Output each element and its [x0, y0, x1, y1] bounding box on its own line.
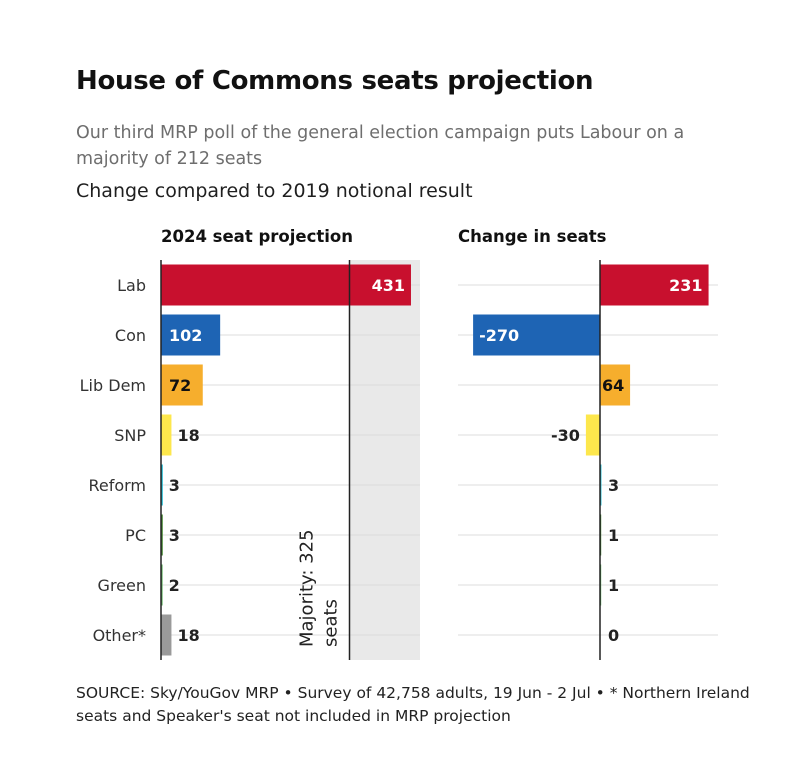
source-note: SOURCE: Sky/YouGov MRP • Survey of 42,75… — [76, 684, 750, 725]
chart-title: House of Commons seats projection — [76, 66, 594, 96]
panel-title-change-in-seats: Change in seats — [458, 227, 607, 246]
bar-change-lib-dem — [600, 364, 631, 406]
category-label-other: Other* — [93, 626, 146, 645]
category-label-lab: Lab — [117, 276, 146, 295]
bar-change-snp — [585, 414, 600, 456]
bar-seats-reform — [161, 464, 163, 506]
bar-seats-snp — [161, 414, 172, 456]
category-label-green: Green — [98, 576, 146, 595]
data-label-seats-reform: 3 — [169, 476, 180, 495]
data-label-seats-con: 102 — [169, 326, 202, 345]
bar-seats-lab — [161, 264, 411, 306]
data-label-change-reform: 3 — [608, 476, 619, 495]
chart-note: Change compared to 2019 notional result — [76, 180, 473, 202]
category-label-snp: SNP — [114, 426, 146, 445]
data-label-seats-lib-dem: 72 — [169, 376, 191, 395]
chart-subtitle: Our third MRP poll of the general electi… — [76, 123, 685, 169]
bar-seats-con — [161, 314, 221, 356]
majority-label-seats: seats — [321, 599, 342, 647]
data-label-change-other: 0 — [608, 626, 619, 645]
data-label-change-con: -270 — [479, 326, 519, 345]
data-label-change-pc: 1 — [608, 526, 619, 545]
data-label-seats-snp: 18 — [177, 426, 199, 445]
category-label-con: Con — [115, 326, 146, 345]
bar-change-lab — [600, 264, 709, 306]
seat-projection-chart: 2024 seat projection Change in seats Lab… — [80, 227, 718, 660]
bar-change-con — [473, 314, 600, 356]
data-label-change-snp: -30 — [551, 426, 580, 445]
data-label-seats-lab: 431 — [372, 276, 405, 295]
panel-title-seat-projection: 2024 seat projection — [161, 227, 353, 246]
majority-label: Majority: 325 — [297, 529, 318, 647]
bar-seats-green — [161, 564, 163, 606]
category-label-pc: PC — [125, 526, 146, 545]
data-label-change-green: 1 — [608, 576, 619, 595]
data-label-change-lab: 231 — [669, 276, 702, 295]
majority-zone — [349, 260, 420, 660]
data-label-seats-pc: 3 — [169, 526, 180, 545]
majority-shade — [349, 260, 420, 660]
category-label-reform: Reform — [88, 476, 146, 495]
bar-seats-lib-dem — [161, 364, 203, 406]
bar-seats-other — [161, 614, 172, 656]
data-label-seats-green: 2 — [169, 576, 180, 595]
bar-seats-pc — [161, 514, 163, 556]
data-label-change-lib-dem: 64 — [602, 376, 624, 395]
data-label-seats-other: 18 — [177, 626, 199, 645]
category-label-lib-dem: Lib Dem — [80, 376, 146, 395]
